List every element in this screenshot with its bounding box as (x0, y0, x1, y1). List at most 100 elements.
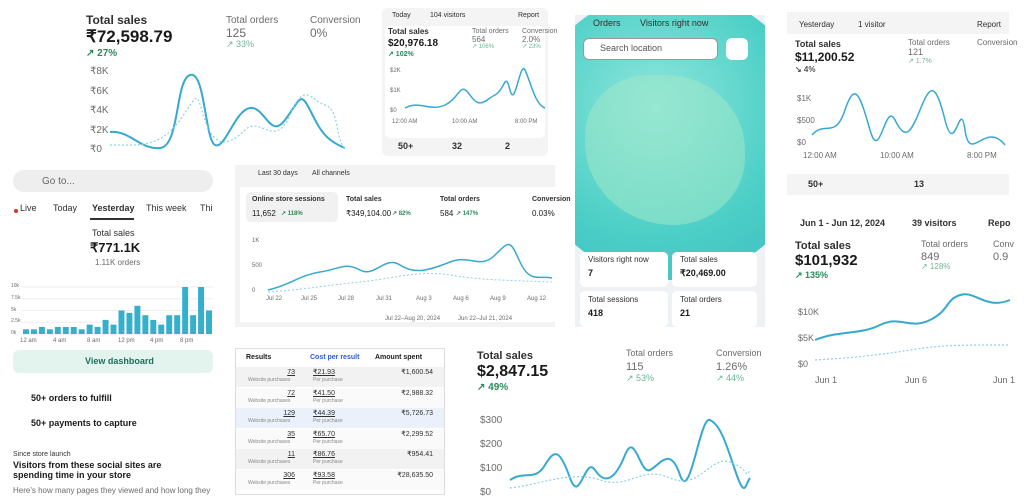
tab[interactable]: Thi (200, 203, 213, 213)
bar (190, 315, 197, 334)
cell: 11 (287, 451, 295, 459)
stat-card (672, 291, 757, 327)
trend-line (404, 67, 546, 109)
selected-metric[interactable] (246, 192, 338, 222)
view-dashboard-button[interactable] (13, 350, 213, 373)
y-tick-label: ₹0 (90, 144, 102, 156)
channel-button[interactable]: All channels (312, 170, 350, 177)
x-tick-label: Jul 28 (338, 296, 355, 302)
cell: ₹28,635.50 (397, 472, 433, 479)
column-header: Amount spent (375, 354, 423, 361)
label: 115 (626, 361, 644, 373)
metric-value: $20,976.18 (388, 38, 439, 49)
tab[interactable]: Live (20, 203, 37, 213)
bar (142, 315, 149, 334)
metric-title: Online store sessions (252, 196, 325, 203)
tab[interactable]: Today (53, 203, 78, 213)
search-box[interactable] (583, 38, 718, 60)
report-button[interactable]: Report (518, 12, 540, 19)
y-tick-label: 0 (252, 288, 256, 294)
trend-line (267, 243, 553, 291)
x-tick-label: 8:00 PM (967, 151, 997, 160)
x-tick-label: Jun 6 (905, 375, 928, 385)
legend-item: Jul 22–Aug 20, 2024 (385, 316, 441, 322)
bar (118, 310, 125, 334)
stat-label: Total sessions (588, 295, 639, 304)
metric-change: ↗ 82% (392, 211, 411, 217)
table-row (236, 367, 444, 387)
bar (102, 319, 109, 334)
cell: ₹954.41 (407, 451, 433, 459)
y-tick-label: $1K (390, 88, 401, 94)
y-tick-label: ₹4K (90, 105, 109, 117)
column-header[interactable]: Cost per result (310, 354, 360, 361)
cell-sub: Website purchases (248, 480, 291, 486)
x-tick-label: 10:00 AM (880, 151, 914, 160)
cell-sub: Per purchase (313, 397, 343, 404)
y-tick-label: $100 (480, 463, 503, 474)
x-tick-label: Aug 9 (490, 296, 506, 302)
bar (30, 329, 37, 334)
range-button[interactable]: Today (392, 12, 411, 19)
report-button[interactable]: Repo (988, 218, 1011, 228)
cell-sub: Per purchase (313, 480, 343, 486)
comparison-line (509, 460, 751, 489)
table-row (236, 428, 444, 449)
label: Conversion (977, 38, 1018, 47)
range-button[interactable]: Last 30 days (258, 170, 298, 177)
bar (174, 315, 181, 334)
task[interactable]: 50+ payments to capture (31, 418, 137, 428)
y-tick-label: $500 (797, 116, 815, 125)
table-row (236, 470, 444, 490)
bar (166, 315, 173, 334)
metric-change: ↗ 102% (388, 51, 414, 58)
report-button[interactable]: Report (977, 20, 1002, 29)
metric-change: ↗ 118% (281, 211, 303, 217)
label: Total orders (626, 348, 674, 358)
metric-change: ↗ 27% (86, 48, 118, 59)
bar (38, 326, 45, 334)
tab[interactable]: Yesterday (92, 203, 135, 213)
range-button[interactable]: Jun 1 - Jun 12, 2024 (800, 218, 886, 228)
comparison-line (267, 273, 553, 293)
cell-sub: Per purchase (313, 459, 343, 466)
cell: ₹2,299.52 (401, 430, 433, 438)
visitors-pill: 104 visitors (430, 12, 466, 19)
label: 849 (921, 251, 940, 263)
cell: 73 (287, 369, 295, 376)
stat-label: Visitors right now (588, 255, 649, 264)
label: ↗ 128% (921, 262, 951, 271)
tab[interactable]: This week (146, 203, 187, 213)
cell: ₹21.93 (313, 369, 335, 376)
range-button[interactable]: Yesterday (799, 20, 835, 29)
y-tick-label: $0 (798, 359, 809, 369)
label: Total orders (226, 15, 279, 26)
metric-title: Total sales (346, 196, 382, 203)
map-button[interactable] (726, 38, 748, 60)
bar (198, 287, 205, 334)
bar (134, 305, 141, 334)
cell: ₹1,600.54 (401, 369, 433, 376)
cell: ₹86.76 (313, 451, 335, 459)
cell-sub: Per purchase (313, 438, 343, 445)
metric-title: Total sales (477, 350, 534, 362)
cell-sub: Website purchases (248, 459, 291, 466)
cell-sub: Website purchases (248, 418, 291, 425)
bar (70, 326, 77, 334)
yesterday-card (787, 34, 1009, 174)
bar (110, 324, 117, 334)
search-placeholder: Go to... (42, 176, 75, 187)
x-tick-label: Jul 22 (266, 296, 283, 302)
y-tick-label: $1K (797, 94, 812, 103)
button-label[interactable]: View dashboard (85, 356, 154, 366)
bar (54, 326, 61, 334)
task[interactable]: 50+ orders to fulfill (31, 393, 112, 403)
comparison-line (814, 344, 1011, 361)
trend-line (509, 418, 751, 489)
y-tick-label: 0k (11, 330, 17, 336)
metric-value: ₹72,598.79 (86, 27, 173, 46)
legend-item: Jun 22–Jul 21, 2024 (458, 316, 513, 322)
label: 125 (226, 26, 247, 40)
mobile-search[interactable] (13, 170, 213, 192)
